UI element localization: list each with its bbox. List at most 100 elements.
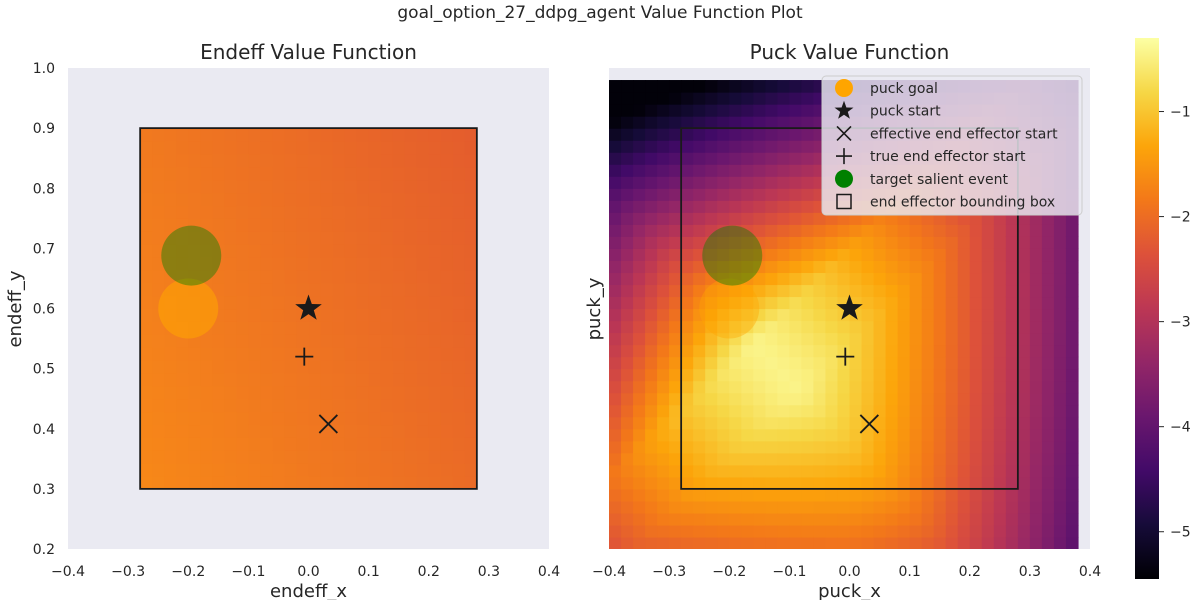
endeff-heatmap-cell: [272, 463, 286, 477]
endeff-x-tick-label: −0.2: [171, 564, 205, 580]
puck-heatmap-cell: [861, 224, 875, 237]
puck-heatmap-cell: [729, 440, 742, 454]
puck-heatmap-cell: [753, 80, 766, 93]
puck-heatmap-cell: [621, 512, 634, 526]
endeff-heatmap-cell: [260, 475, 274, 490]
puck-heatmap-cell: [1005, 236, 1019, 249]
puck-heatmap-cell: [801, 428, 815, 442]
puck-heatmap-cell: [813, 224, 827, 237]
endeff-effective-end-effector-start-marker: [318, 414, 338, 434]
puck-heatmap-cell: [801, 188, 815, 201]
puck-heatmap-cell: [669, 332, 682, 346]
puck-heatmap-cell: [801, 308, 815, 322]
endeff-heatmap-cell: [440, 205, 454, 219]
endeff-heatmap-cell: [224, 153, 237, 168]
puck-heatmap-cell: [981, 284, 995, 298]
puck-heatmap-cell: [921, 224, 935, 237]
puck-heatmap-cell: [993, 368, 1007, 382]
puck-heatmap-cell: [945, 284, 959, 298]
puck-heatmap-cell: [609, 404, 622, 418]
puck-heatmap-cell: [825, 404, 839, 418]
puck-heatmap-cell: [1041, 236, 1055, 249]
endeff-heatmap-cell: [212, 450, 225, 464]
endeff-heatmap-cell: [308, 179, 322, 194]
endeff-heatmap-cell: [464, 269, 478, 284]
puck-heatmap-cell: [921, 416, 935, 430]
puck-heatmap-cell: [741, 356, 754, 370]
endeff-heatmap-cell: [284, 218, 298, 232]
endeff-heatmap-cell: [140, 166, 153, 181]
puck-heatmap-cell: [969, 488, 983, 502]
puck-heatmap-cell: [1053, 452, 1067, 466]
puck-heatmap-cell: [1053, 392, 1067, 406]
puck-heatmap-cell: [921, 392, 935, 406]
puck-heatmap-cell: [921, 236, 935, 249]
puck-heatmap-cell: [1065, 284, 1079, 298]
endeff-heatmap-cell: [200, 398, 213, 413]
endeff-heatmap-cell: [260, 398, 274, 413]
puck-heatmap-cell: [657, 512, 670, 526]
puck-heatmap-cell: [765, 464, 778, 478]
puck-heatmap-cell: [765, 224, 778, 237]
puck-heatmap-cell: [909, 476, 923, 490]
endeff-heatmap-cell: [308, 334, 322, 348]
puck-heatmap-cell: [705, 200, 718, 213]
endeff-heatmap-cell: [464, 463, 478, 477]
puck-heatmap-cell: [1041, 440, 1055, 454]
endeff-heatmap-cell: [452, 450, 466, 464]
puck-heatmap-cell: [909, 452, 923, 466]
puck-heatmap-cell: [885, 524, 899, 538]
puck-heatmap-cell: [837, 536, 851, 549]
endeff-heatmap-cell: [260, 179, 274, 194]
puck-heatmap-cell: [609, 296, 622, 310]
puck-heatmap-cell: [1005, 308, 1019, 322]
endeff-heatmap-cell: [404, 282, 418, 297]
endeff-heatmap-cell: [236, 282, 249, 297]
endeff-heatmap-cell: [464, 475, 478, 490]
puck-heatmap-cell: [705, 104, 718, 117]
endeff-heatmap-cell: [152, 372, 165, 387]
puck-x-tick-label: 0.2: [959, 564, 981, 580]
puck-heatmap-cell: [705, 488, 718, 502]
puck-heatmap-cell: [741, 308, 754, 322]
puck-heatmap-cell: [873, 440, 887, 454]
endeff-heatmap-cell: [164, 475, 177, 490]
endeff-heatmap-cell: [320, 385, 334, 400]
puck-heatmap-cell: [765, 92, 778, 105]
endeff-heatmap-cell: [164, 231, 177, 245]
puck-heatmap-cell: [693, 248, 706, 262]
endeff-heatmap-cell: [332, 360, 346, 374]
puck-heatmap-cell: [837, 500, 851, 514]
puck-heatmap-cell: [657, 296, 670, 310]
endeff-heatmap-cell: [344, 128, 358, 142]
endeff-heatmap-cell: [284, 437, 298, 451]
endeff-x-tick-label: 0.1: [357, 564, 379, 580]
endeff-heatmap-cell: [284, 411, 298, 426]
puck-heatmap-cell: [633, 128, 646, 141]
puck-heatmap-cell: [657, 284, 670, 298]
endeff-heatmap-cell: [224, 398, 237, 413]
puck-heatmap-cell: [1017, 428, 1031, 442]
endeff-heatmap-cell: [392, 347, 406, 361]
endeff-x-tick-label: 0.3: [478, 564, 500, 580]
puck-heatmap-cell: [849, 284, 863, 298]
puck-heatmap-cell: [885, 344, 899, 358]
puck-heatmap-cell: [1029, 524, 1043, 538]
puck-heatmap-cell: [981, 428, 995, 442]
puck-heatmap-cell: [945, 260, 959, 274]
puck-heatmap-cell: [717, 320, 730, 334]
puck-heatmap-cell: [801, 248, 815, 262]
puck-heatmap-cell: [897, 332, 911, 346]
endeff-heatmap-cell: [296, 141, 310, 155]
puck-heatmap-cell: [669, 380, 682, 394]
endeff-heatmap-cell: [212, 166, 225, 181]
puck-heatmap-cell: [609, 284, 622, 298]
puck-heatmap-cell: [849, 452, 863, 466]
endeff-heatmap-cell: [176, 450, 189, 464]
endeff-heatmap-cell: [224, 463, 237, 477]
endeff-heatmap-cell: [416, 153, 430, 168]
puck-heatmap-cell: [825, 368, 839, 382]
puck-heatmap-cell: [981, 416, 995, 430]
endeff-heatmap-cell: [308, 360, 322, 374]
